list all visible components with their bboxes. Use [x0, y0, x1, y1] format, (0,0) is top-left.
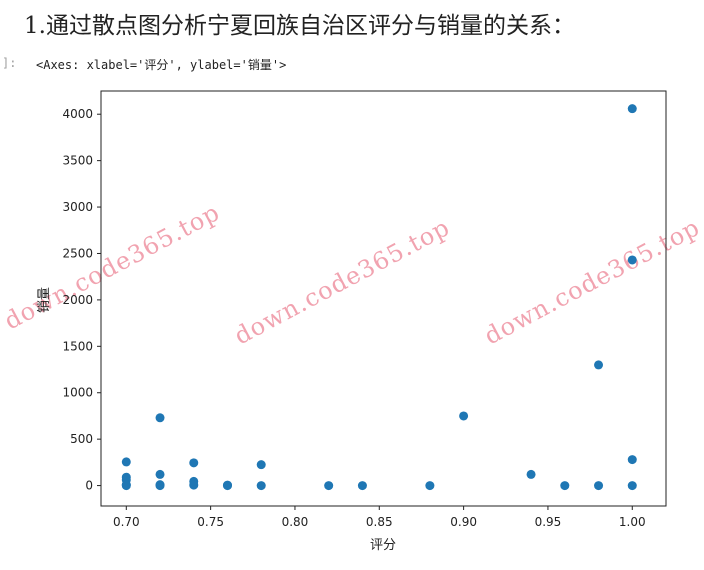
y-tick-label: 2500 [62, 246, 93, 260]
x-tick-label: 0.70 [113, 515, 140, 529]
x-tick-label: 0.75 [197, 515, 224, 529]
scatter-point [459, 411, 469, 421]
y-axis-ticks: 0 500 1000 1500 2000 2500 3000 3500 4000 [62, 107, 101, 493]
scatter-point [594, 360, 604, 370]
scatter-point [425, 481, 435, 491]
scatter-point [189, 458, 199, 468]
x-axis-ticks: 0.70 0.75 0.80 0.85 0.90 0.95 1.00 [113, 506, 646, 529]
watermark-layer: down.code365.top down.code365.top down.c… [0, 198, 704, 350]
scatter-point [627, 255, 637, 265]
scatter-point [121, 481, 131, 491]
page-heading: 1.通过散点图分析宁夏回族自治区评分与销量的关系： [24, 13, 575, 39]
scatter-point [155, 469, 165, 479]
scatter-point [256, 460, 266, 470]
scatter-point [189, 480, 199, 490]
scatter-point [627, 104, 637, 114]
plot-area [100, 90, 667, 507]
y-tick-label: 1500 [62, 339, 93, 353]
scatter-point [526, 469, 536, 479]
scatter-points [121, 104, 637, 491]
x-tick-label: 1.00 [619, 515, 646, 529]
x-tick-label: 0.85 [366, 515, 393, 529]
y-tick-label: 0 [85, 479, 93, 493]
scatter-point [121, 457, 131, 467]
y-tick-label: 500 [70, 432, 93, 446]
y-axis-label: 销量 [37, 287, 52, 313]
cell-output-text: <Axes: xlabel='评分', ylabel='销量'> [36, 58, 287, 72]
x-tick-label: 0.90 [450, 515, 477, 529]
y-tick-label: 4000 [62, 107, 93, 121]
scatter-point [357, 481, 367, 491]
scatter-point [256, 481, 266, 491]
scatter-point [324, 481, 334, 491]
y-tick-label: 3500 [62, 154, 93, 168]
scatter-point [560, 481, 570, 491]
y-tick-label: 1000 [62, 386, 93, 400]
watermark-right: down.code365.top [480, 213, 704, 350]
cell-prompt: ]: [2, 56, 17, 70]
scatter-point [155, 413, 165, 423]
scatter-point [627, 481, 637, 491]
scatter-point [627, 455, 637, 465]
x-tick-label: 0.95 [535, 515, 562, 529]
scatter-point [594, 481, 604, 491]
watermark-left: down.code365.top [0, 198, 225, 335]
watermark-center: down.code365.top [230, 213, 455, 350]
y-tick-label: 2000 [62, 293, 93, 307]
x-tick-label: 0.80 [282, 515, 309, 529]
scatter-point [155, 481, 165, 491]
x-axis-label: 评分 [370, 538, 396, 553]
y-tick-label: 3000 [62, 200, 93, 214]
scatter-point [222, 481, 232, 491]
